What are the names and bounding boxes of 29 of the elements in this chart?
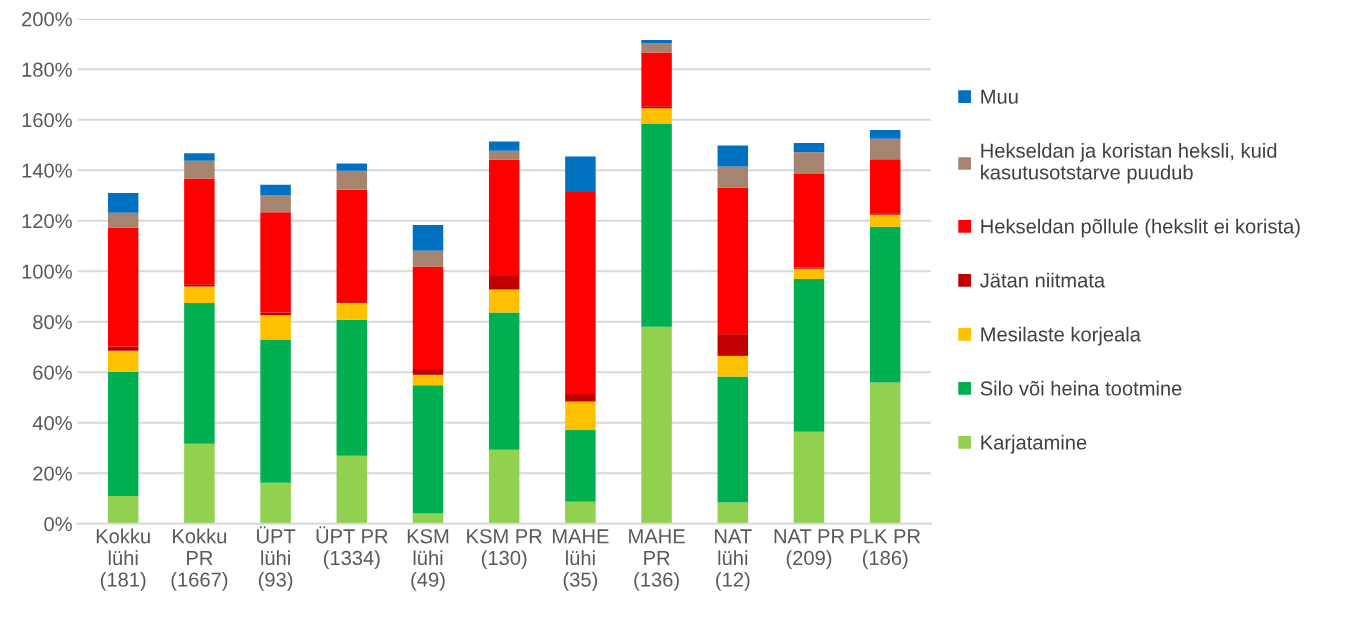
y-tick-label: 120% [22, 214, 72, 229]
y-tick-label: 0% [44, 516, 72, 532]
x-tick-label: ÜPT lühi (93) [257, 526, 296, 591]
legend-label: Mesilaste korjeala [981, 326, 1141, 346]
legend-label: Jätan niitmata [980, 272, 1106, 288]
y-tick-label: 20% [33, 466, 72, 481]
y-tick-label: 40% [32, 416, 72, 431]
x-tick-label: NAT PR (209) [774, 529, 845, 570]
y-tick-label: 100% [22, 264, 72, 279]
x-tick-label: NAT lühi (12) [715, 529, 752, 591]
legend-label: Muu [981, 89, 1018, 104]
legend-label: Silo või heina tootmine [980, 380, 1182, 396]
x-tick-label: PLK PR (186) [851, 529, 921, 570]
x-tick-label: Kokku PR (1667) [171, 528, 228, 591]
legend-label: Hekseldan ja koristan heksli, kuid kasutusotstarve puudub [981, 143, 1277, 184]
y-tick-label: 80% [33, 315, 72, 330]
x-tick-label: KSM PR (130) [467, 529, 542, 570]
legend-label: Hekseldan põllule (hekslit ei korista) [981, 218, 1300, 238]
y-tick-label: 200% [22, 12, 72, 27]
x-tick-label: KSM lühi (49) [407, 529, 449, 591]
x-tick-label: MAHE lühi (35) [552, 529, 609, 591]
y-tick-label: 140% [22, 163, 72, 178]
y-tick-label: 180% [22, 62, 72, 77]
y-tick-label: 160% [22, 113, 72, 128]
x-tick-label: MAHE PR (136) [629, 529, 685, 591]
legend-label: Karjatamine [981, 434, 1087, 454]
y-tick-label: 60% [33, 365, 72, 380]
x-tick-label: Kokku lühi (181) [96, 528, 150, 591]
x-tick-label: ÜPT PR (1334) [316, 526, 388, 570]
